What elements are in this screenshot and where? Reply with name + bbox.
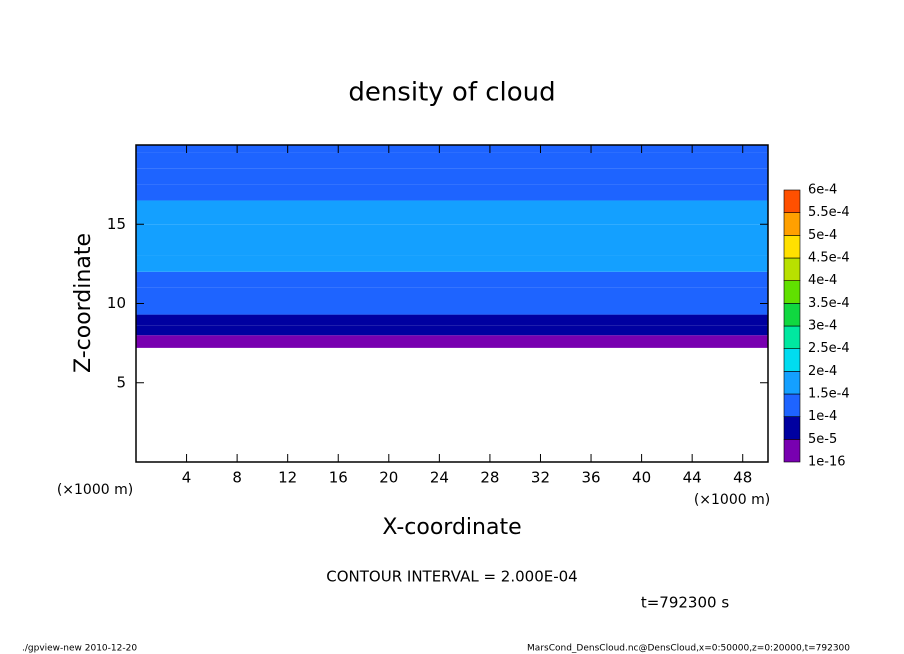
colorbar-box bbox=[783, 439, 801, 463]
colorbar-label: 3e-4 bbox=[808, 319, 837, 334]
time-label: t=792300 s bbox=[641, 594, 729, 612]
x-tick-label: 24 bbox=[430, 469, 449, 487]
colorbar-label: 6e-4 bbox=[808, 183, 837, 198]
colorbar-box bbox=[783, 348, 801, 372]
colorbar-label: 3.5e-4 bbox=[808, 296, 850, 311]
colorbar-box bbox=[783, 416, 801, 440]
y-axis-label: Z-coordinate bbox=[71, 233, 96, 373]
colorbar-label: 5e-5 bbox=[808, 432, 837, 447]
colorbar-label: 2e-4 bbox=[808, 364, 837, 379]
contour-band bbox=[136, 152, 768, 169]
contour-band bbox=[136, 314, 768, 326]
colorbar-label: 2.5e-4 bbox=[808, 341, 850, 356]
contour-interval: CONTOUR INTERVAL = 2.000E-04 bbox=[326, 568, 577, 586]
contour-band bbox=[136, 168, 768, 185]
colorbar-label: 4e-4 bbox=[808, 273, 837, 288]
x-tick-label: 12 bbox=[278, 469, 297, 487]
contour-band bbox=[136, 145, 768, 153]
y-unit: (×1000 m) bbox=[57, 482, 133, 498]
colorbar-label: 1e-16 bbox=[808, 455, 846, 470]
x-tick-label: 44 bbox=[683, 469, 702, 487]
contour-band bbox=[136, 255, 768, 272]
colorbar-box bbox=[783, 257, 801, 281]
y-tick-label: 5 bbox=[116, 373, 126, 391]
colorbar-box bbox=[783, 212, 801, 236]
chart-title: density of cloud bbox=[348, 78, 555, 108]
colorbar-box bbox=[783, 280, 801, 304]
contour-band bbox=[136, 325, 768, 336]
contour-band bbox=[136, 287, 768, 304]
colorbar-box bbox=[783, 325, 801, 349]
colorbar-box bbox=[783, 371, 801, 395]
contour-band bbox=[136, 184, 768, 201]
contour-band bbox=[136, 224, 768, 256]
x-tick-label: 48 bbox=[733, 469, 752, 487]
x-axis-label: X-coordinate bbox=[382, 515, 521, 540]
x-tick-label: 40 bbox=[632, 469, 651, 487]
y-tick-label: 15 bbox=[107, 215, 126, 233]
colorbar-box bbox=[783, 189, 801, 213]
x-tick-label: 36 bbox=[581, 469, 600, 487]
x-tick-label: 28 bbox=[480, 469, 499, 487]
colorbar-box bbox=[783, 393, 801, 417]
colorbar-box bbox=[783, 303, 801, 327]
x-tick-label: 16 bbox=[329, 469, 348, 487]
colorbar-box bbox=[783, 235, 801, 259]
contour-band bbox=[136, 200, 768, 225]
x-tick-label: 8 bbox=[232, 469, 242, 487]
contour-band bbox=[136, 271, 768, 288]
colorbar-label: 5e-4 bbox=[808, 228, 837, 243]
colorbar-label: 5.5e-4 bbox=[808, 205, 850, 220]
footer-left: ./gpview-new 2010-12-20 bbox=[22, 644, 137, 654]
y-tick-label: 10 bbox=[107, 294, 126, 312]
contour-band bbox=[136, 303, 768, 315]
footer-right: MarsCond_DensCloud.nc@DensCloud,x=0:5000… bbox=[527, 644, 850, 654]
x-tick-label: 20 bbox=[379, 469, 398, 487]
contour-band bbox=[136, 335, 768, 348]
colorbar-label: 1.5e-4 bbox=[808, 387, 850, 402]
colorbar-label: 1e-4 bbox=[808, 409, 837, 424]
x-tick-label: 32 bbox=[531, 469, 550, 487]
colorbar-label: 4.5e-4 bbox=[808, 251, 850, 266]
x-tick-label: 4 bbox=[182, 469, 192, 487]
x-unit: (×1000 m) bbox=[694, 492, 770, 508]
